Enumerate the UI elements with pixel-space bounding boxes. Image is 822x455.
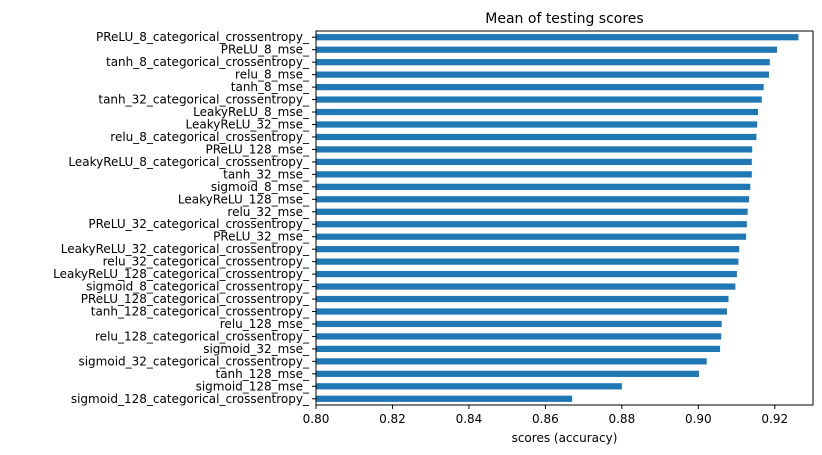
x-tick-label: 0.80 (303, 412, 330, 426)
bar (316, 59, 770, 66)
bar (316, 370, 700, 377)
plot-frame (315, 30, 814, 406)
y-tick-label: LeakyReLU_32_categorical_crossentropy_ (61, 242, 310, 256)
y-tick-label: sigmoid_32_mse_ (203, 342, 310, 356)
bar (316, 320, 722, 328)
y-tick-label: PReLU_128_mse_ (205, 142, 310, 156)
bar (316, 208, 748, 215)
y-tick-label: relu_8_mse_ (235, 68, 310, 82)
bar (316, 358, 707, 365)
y-tick-label: tanh_128_mse_ (216, 367, 310, 381)
chart-title: Mean of testing scores (485, 11, 643, 27)
y-tick-label: sigmoid_32_categorical_crossentropy_ (78, 354, 310, 368)
bar (316, 133, 757, 141)
y-tick-label: tanh_8_categorical_crossentropy_ (106, 55, 310, 69)
y-tick-label: LeakyReLU_128_categorical_crossentropy_ (53, 267, 310, 281)
bar (316, 283, 736, 290)
y-tick-label: PReLU_8_categorical_crossentropy_ (96, 30, 310, 44)
bar (316, 233, 747, 240)
y-tick-label: LeakyReLU_8_categorical_crossentropy_ (68, 155, 310, 169)
y-tick-label: relu_128_categorical_crossentropy_ (95, 329, 310, 343)
bar (316, 295, 729, 303)
bar (316, 383, 622, 390)
x-tick-label: 0.84 (456, 412, 483, 426)
y-tick-label: PReLU_8_mse_ (221, 43, 310, 57)
y-tick-label: LeakyReLU_32_mse_ (186, 118, 310, 132)
x-tick-label: 0.86 (532, 412, 559, 426)
y-tick-label: tanh_32_mse_ (223, 167, 310, 181)
x-axis-ticks: 0.80 0.82 0.84 0.86 0.88 0.90 0.92 (303, 405, 788, 426)
y-tick-label: sigmoid_8_categorical_crossentropy_ (86, 280, 310, 294)
y-tick-label: sigmoid_8_mse_ (211, 180, 310, 194)
y-tick-label: relu_32_categorical_crossentropy_ (103, 255, 310, 269)
bar (316, 121, 758, 128)
y-tick-label: PReLU_32_categorical_crossentropy_ (88, 217, 310, 231)
bar (316, 96, 762, 103)
bar (316, 46, 778, 53)
bar (316, 158, 752, 166)
bar (316, 171, 752, 178)
bar (316, 221, 747, 228)
bar (316, 258, 739, 265)
bar (316, 196, 750, 203)
bar (316, 34, 799, 41)
y-tick-label: tanh_128_categorical_crossentropy_ (91, 305, 310, 319)
x-tick-label: 0.90 (685, 412, 712, 426)
y-tick-label: PReLU_32_mse_ (213, 230, 310, 244)
y-tick-label: PReLU_128_categorical_crossentropy_ (81, 292, 310, 306)
bar (316, 395, 573, 402)
bar (316, 308, 727, 315)
y-tick-label: relu_32_mse_ (227, 205, 310, 219)
bar (316, 146, 753, 153)
y-tick-label: tanh_8_mse_ (231, 80, 310, 94)
bar (316, 333, 722, 340)
y-tick-label: sigmoid_128_mse_ (196, 379, 310, 393)
bar (316, 108, 758, 116)
bar (316, 345, 721, 353)
y-tick-label: LeakyReLU_128_mse_ (178, 192, 310, 206)
x-tick-label: 0.88 (608, 412, 635, 426)
y-tick-label: sigmoid_128_categorical_crossentropy_ (71, 392, 310, 406)
y-tick-label: relu_8_categorical_crossentropy_ (110, 130, 310, 144)
y-tick-label: relu_128_mse_ (220, 317, 310, 331)
y-tick-label: tanh_32_categorical_crossentropy_ (98, 93, 310, 107)
bar (316, 270, 737, 278)
bars-group (316, 34, 799, 402)
bar (316, 71, 770, 78)
bar (316, 246, 740, 253)
x-tick-label: 0.92 (761, 412, 788, 426)
bar (316, 83, 764, 91)
x-tick-label: 0.82 (379, 412, 406, 426)
y-tick-label: LeakyReLU_8_mse_ (193, 105, 310, 119)
bar (316, 183, 751, 190)
x-axis-label: scores (accuracy) (512, 431, 618, 445)
y-axis-ticks: PReLU_8_categorical_crossentropy_PReLU_8… (53, 30, 316, 406)
